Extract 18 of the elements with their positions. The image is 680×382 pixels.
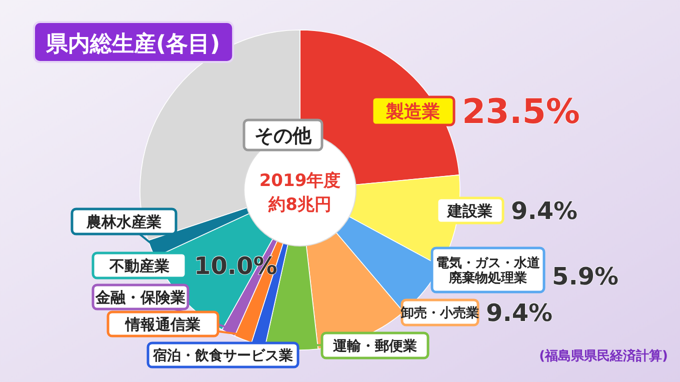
- slice-label: その他: [254, 124, 312, 147]
- slice-label: 不動産業: [108, 256, 170, 275]
- slice-label: 電気・ガス・水道廃棄物処理業: [436, 256, 541, 286]
- data-label: 5.9%: [552, 262, 619, 291]
- slice-label: 運輸・郵便業: [332, 338, 417, 355]
- text: 2019年度: [259, 171, 341, 191]
- slice-label: 農林水産業: [86, 212, 162, 231]
- chart-title: 県内総生産(各目): [45, 31, 220, 57]
- slice-label: 建設業: [446, 202, 492, 220]
- data-label: 9.4%: [486, 299, 553, 328]
- slice-label: 製造業: [385, 101, 440, 122]
- data-label: 9.4%: [511, 197, 578, 226]
- slice-label: 金融・保険業: [94, 288, 186, 306]
- text: (福島県県民経済計算): [539, 348, 668, 364]
- data-label: 23.5%: [462, 92, 580, 132]
- text: 約8兆円: [268, 195, 332, 215]
- slice-label: 宿泊・飲食サービス業: [152, 347, 293, 364]
- slice-label: 情報通信業: [124, 315, 200, 334]
